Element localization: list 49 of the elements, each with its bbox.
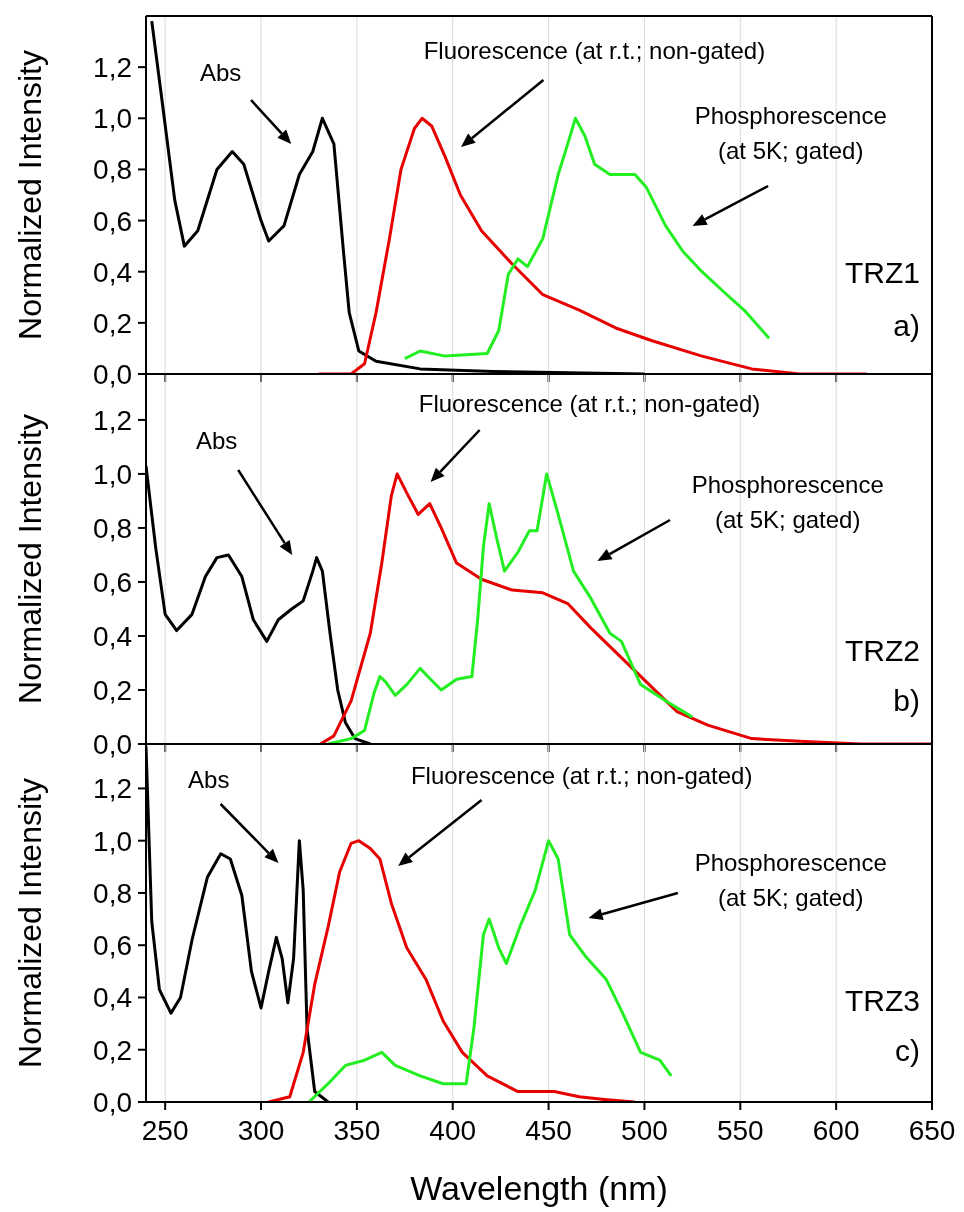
y-tick-label: 0,2 xyxy=(93,1034,132,1066)
annotation: Fluorescence (at r.t.; non-gated) xyxy=(418,389,761,417)
annotation: a) xyxy=(893,308,920,342)
y-tick-label: 1,0 xyxy=(93,458,132,490)
x-tick-label: 550 xyxy=(716,1114,764,1146)
annotation: Abs xyxy=(188,765,230,793)
x-tick-label: 500 xyxy=(621,1114,668,1146)
x-tick-label: 650 xyxy=(908,1114,956,1146)
y-axis-title: Normalized Intensity xyxy=(12,414,49,704)
y-tick-label: 0,6 xyxy=(93,205,132,237)
y-tick-label: 0,2 xyxy=(93,307,132,339)
y-tick-label: 1,0 xyxy=(93,825,132,857)
x-tick-label: 250 xyxy=(141,1114,189,1146)
annotation: Abs xyxy=(195,426,238,454)
y-tick-label: 1,2 xyxy=(93,404,132,436)
x-tick-label: 400 xyxy=(429,1114,477,1146)
x-axis-title: Wavelength (nm) xyxy=(410,1169,668,1207)
annotation: Abs xyxy=(199,58,242,86)
annotation: Fluorescence (at r.t.; non-gated) xyxy=(410,761,753,789)
y-tick-label: 0,8 xyxy=(93,512,132,544)
y-tick-label: 0,6 xyxy=(93,930,132,962)
x-tick-label: 450 xyxy=(525,1114,572,1146)
y-tick-label: 0,4 xyxy=(93,982,132,1014)
y-tick-label: 1,0 xyxy=(93,103,132,135)
annotation: Phosphorescence (at 5K; gated) xyxy=(694,848,887,911)
y-tick-label: 0,0 xyxy=(93,728,132,760)
y-tick-label: 0,4 xyxy=(93,256,132,288)
y-tick-label: 0,6 xyxy=(93,566,132,598)
x-tick-label: 600 xyxy=(812,1114,860,1146)
x-tick-label: 300 xyxy=(237,1114,285,1146)
x-tick-label: 350 xyxy=(333,1114,381,1146)
annotation: Phosphorescence (at 5K; gated) xyxy=(691,470,884,533)
annotation: TRZ1 xyxy=(845,255,920,289)
annotation: c) xyxy=(895,1033,920,1067)
y-tick-label: 0,4 xyxy=(93,620,132,652)
annotation: TRZ2 xyxy=(845,633,920,667)
y-axis-title: Normalized Intensity xyxy=(12,778,49,1068)
annotation: Fluorescence (at r.t.; non-gated) xyxy=(423,36,766,64)
y-tick-label: 0,8 xyxy=(93,154,132,186)
annotation: TRZ3 xyxy=(845,983,920,1017)
y-tick-label: 0,8 xyxy=(93,877,132,909)
y-tick-label: 0,0 xyxy=(93,358,132,390)
y-axis-title: Normalized Intensity xyxy=(12,50,49,340)
y-tick-label: 0,0 xyxy=(93,1086,132,1118)
y-tick-label: 1,2 xyxy=(93,773,132,805)
y-tick-label: 0,2 xyxy=(93,674,132,706)
y-tick-label: 1,2 xyxy=(93,52,132,84)
annotation: b) xyxy=(893,683,920,717)
annotation: Phosphorescence (at 5K; gated) xyxy=(694,101,887,164)
